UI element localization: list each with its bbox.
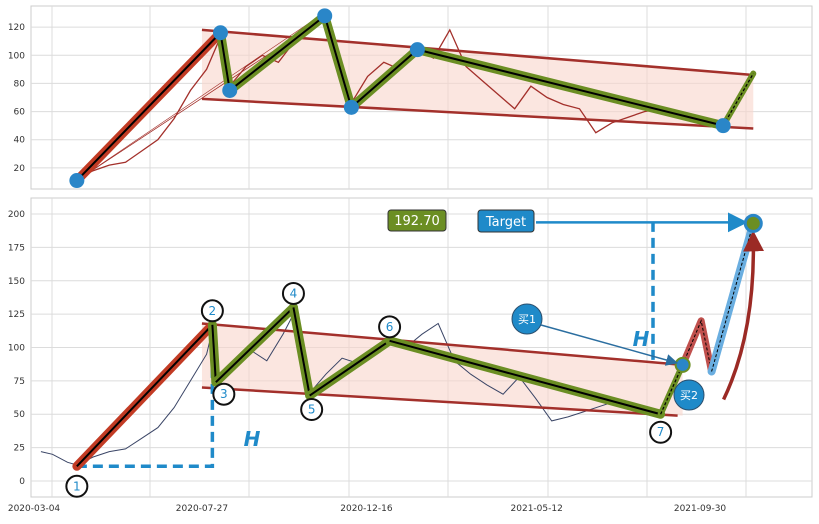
lower-y-tick-label: 50 <box>14 410 26 420</box>
lower-wave-line <box>389 339 661 416</box>
lower-wave-line <box>211 324 217 383</box>
x-tick-label: 2020-03-04 <box>8 504 61 514</box>
x-tick-label: 2020-07-27 <box>176 504 228 514</box>
wave-label-5: 5 <box>308 403 316 417</box>
wave-label-6: 6 <box>386 320 394 334</box>
buy-point-label: 买2 <box>680 389 698 402</box>
wave-label-circle <box>212 382 236 406</box>
lower-target-point <box>743 213 763 233</box>
upper-y-tick-label: 100 <box>8 51 25 61</box>
lower-curved-arrow <box>722 230 765 401</box>
lower-price-line <box>40 312 661 466</box>
upper-wave-line <box>219 32 231 91</box>
lower-y-tick-label: 100 <box>8 344 25 354</box>
lower-wave-line <box>76 324 214 467</box>
wave-label-circle <box>378 315 402 339</box>
lower-y-tick-label: 150 <box>8 277 25 287</box>
upper-pivot-point <box>343 99 359 115</box>
target-value-badge: 192.70 <box>387 209 447 232</box>
upper-wave-line <box>229 15 326 92</box>
buy-point-badge <box>511 303 543 335</box>
buy-point-label: 买1 <box>518 313 536 326</box>
lower-channel-fill <box>201 323 683 416</box>
wave-label-circle <box>65 474 89 498</box>
wave-label-circle <box>649 420 673 444</box>
lower-wave-line <box>309 340 391 397</box>
upper-projection-line <box>722 73 754 126</box>
lower-y-tick-label: 0 <box>19 477 25 487</box>
height-marker-label: H <box>633 327 650 351</box>
target-label-text: Target <box>485 215 526 230</box>
wave-label-4: 4 <box>290 286 298 300</box>
upper-pivot-point <box>222 82 238 98</box>
upper-pivot-point <box>409 42 425 58</box>
lower-buy1-point <box>674 356 691 373</box>
upper-y-tick-label: 80 <box>14 79 26 89</box>
upper-y-axis: 20 40 60 80 100 120 <box>8 23 25 174</box>
lower-wave-line <box>215 306 295 383</box>
wave-label-circle <box>200 299 224 323</box>
target-label-badge: Target <box>477 209 535 233</box>
lower-breakout-line <box>660 364 684 415</box>
lower-y-tick-label: 200 <box>8 210 25 220</box>
upper-y-tick-label: 20 <box>14 164 26 174</box>
upper-wave-line <box>76 32 222 182</box>
lower-panel: 1 2 3 4 5 6 7 买1 买2 H H <box>40 212 765 498</box>
buy-point-badge <box>673 379 705 411</box>
wave-label-circle <box>300 398 324 422</box>
upper-channel-bottom-line <box>201 97 754 130</box>
lower-channel-bottom-line <box>201 386 678 417</box>
upper-wave-line <box>417 48 724 127</box>
upper-wave-line <box>323 15 353 108</box>
x-tick-label: 2021-05-12 <box>511 504 563 514</box>
wave-label-7: 7 <box>657 425 665 439</box>
lower-channel-top-line <box>201 322 683 367</box>
upper-ray-line <box>76 17 317 181</box>
x-tick-label: 2020-12-16 <box>340 504 393 514</box>
wave-label-circle <box>281 281 305 305</box>
wave-label-1: 1 <box>73 479 81 493</box>
x-axis: 2020-03-04 2020-07-27 2020-12-16 2021-05-12… <box>8 504 727 514</box>
lower-target-line <box>711 223 754 372</box>
buy1-pointer-arrow <box>540 324 679 366</box>
target-value-text: 192.70 <box>394 214 440 229</box>
wave-label-3: 3 <box>220 387 228 401</box>
upper-pivot-point <box>212 25 228 41</box>
upper-y-tick-label: 60 <box>14 108 26 118</box>
lower-pullback-line <box>682 319 713 372</box>
x-tick-label: 2021-09-30 <box>674 504 727 514</box>
lower-wave-line <box>292 307 311 396</box>
upper-wave-line <box>350 48 419 109</box>
upper-pivot-point <box>69 173 85 189</box>
upper-y-tick-label: 120 <box>8 23 25 33</box>
lower-y-axis: 0 25 50 75 100 125 150 175 200 <box>8 210 25 487</box>
lower-y-tick-label: 175 <box>8 243 25 253</box>
wave-label-2: 2 <box>209 304 217 318</box>
upper-pivot-point <box>715 118 731 134</box>
upper-y-tick-label: 40 <box>14 136 26 146</box>
lower-y-tick-label: 25 <box>14 444 25 454</box>
lower-y-tick-label: 125 <box>8 310 25 320</box>
height-marker-label: H <box>244 427 261 451</box>
lower-y-tick-label: 75 <box>14 377 25 387</box>
upper-pivot-point <box>317 8 333 24</box>
upper-panel <box>69 8 757 189</box>
